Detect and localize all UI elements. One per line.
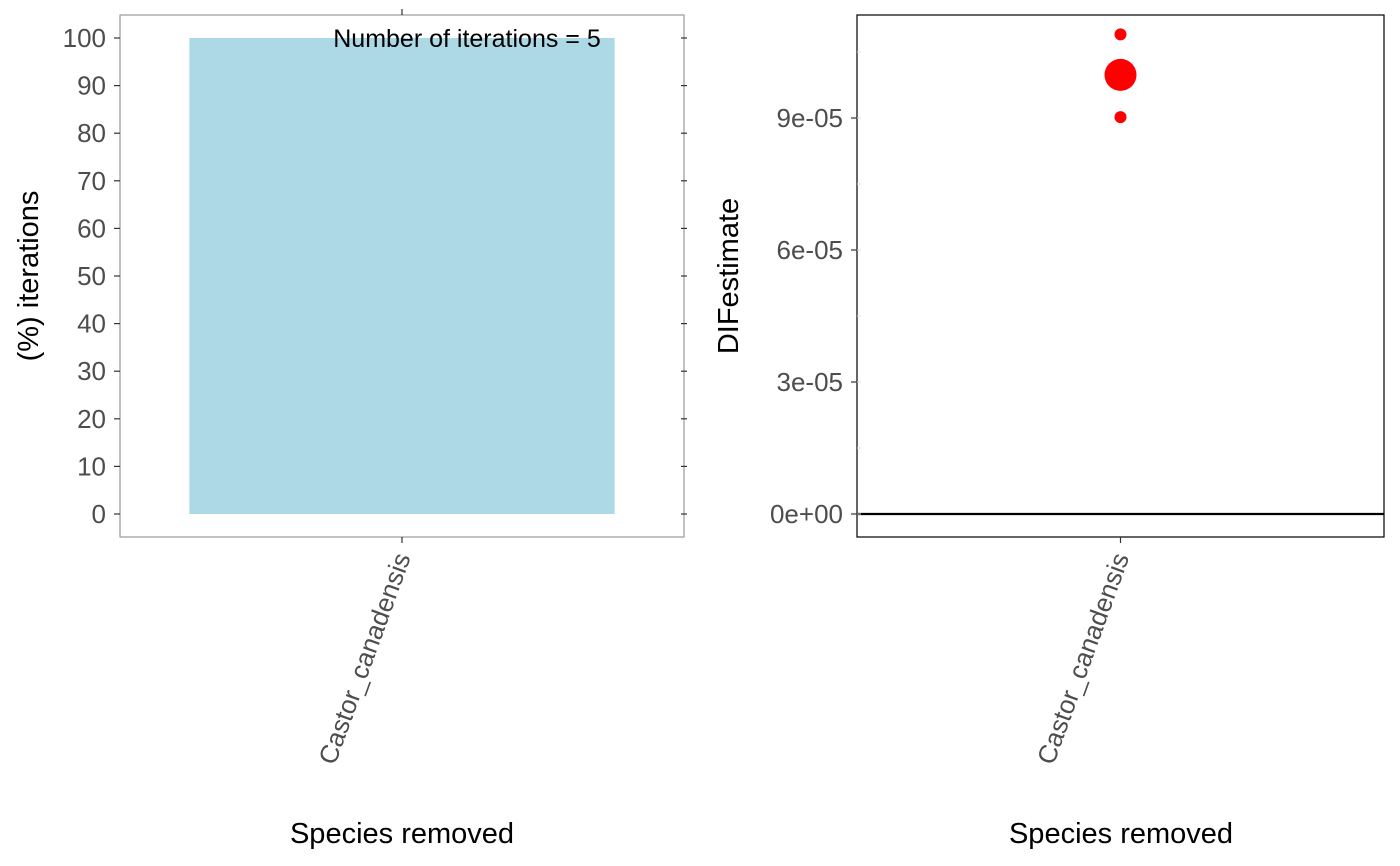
right-y-tick-label: 9e-05 [777, 103, 844, 133]
right-x-tick-label: Castor_canadensis [1031, 549, 1135, 768]
left-y-tick-label: 20 [77, 404, 106, 434]
left-y-tick-label: 30 [77, 356, 106, 386]
left-y-tick-label: 60 [77, 213, 106, 243]
right-y-axis-title: DIFestimate [713, 198, 745, 354]
right-y-tick-label: 0e+00 [770, 499, 843, 529]
left-y-tick-label: 10 [77, 451, 106, 481]
bar-Castor_canadensis [189, 38, 615, 514]
mean-point [1104, 58, 1137, 91]
left-x-tick-label: Castor_canadensis [312, 549, 416, 768]
left-y-tick-label: 40 [77, 309, 106, 339]
left-y-tick-label: 0 [92, 499, 106, 529]
left-panel-iterations-bar-chart: 0 10 20 30 40 50 60 70 80 90 100 Castor_canadensis… [13, 9, 687, 850]
left-y-tick-label: 100 [63, 23, 106, 53]
left-x-axis-title: Species removed [290, 818, 514, 850]
left-y-tick-label: 90 [77, 71, 106, 101]
right-y-tick-label: 6e-05 [777, 235, 844, 265]
right-panel-frame [856, 14, 1385, 538]
left-y-axis-title: (%) iterations [13, 191, 45, 362]
left-y-tick-label: 70 [77, 166, 106, 196]
iteration-point [1114, 28, 1127, 41]
right-panel-difestimate-chart: 0e+00 3e-05 6e-05 9e-05 Castor_canadensis D… [713, 14, 1385, 850]
left-y-tick-label: 80 [77, 118, 106, 148]
left-y-tick-label: 50 [77, 261, 106, 291]
right-y-tick-label: 3e-05 [777, 367, 844, 397]
iterations-annotation: Number of iterations = 5 [333, 25, 601, 53]
iteration-point [1114, 111, 1127, 124]
right-x-axis-title: Species removed [1009, 818, 1233, 850]
